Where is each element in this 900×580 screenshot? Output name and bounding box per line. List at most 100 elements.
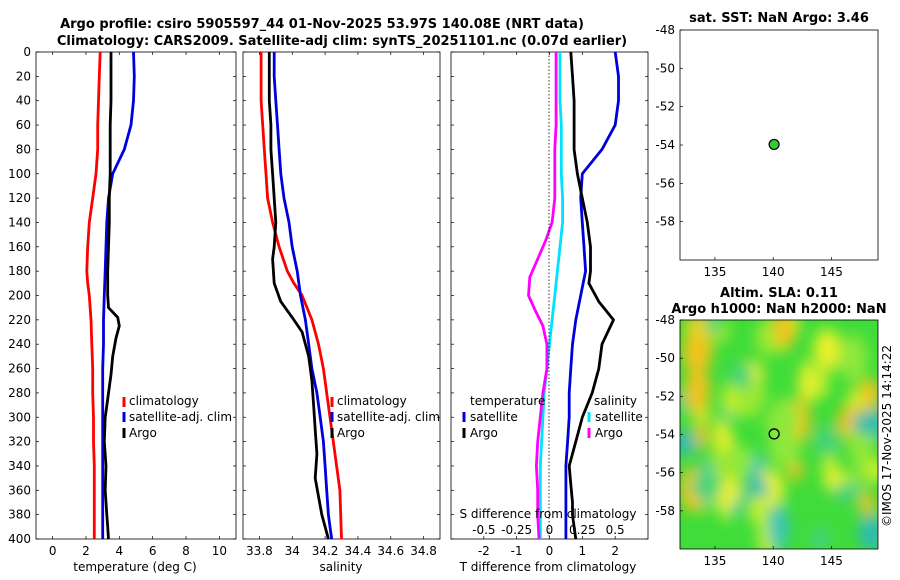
sla-anomaly-cell [811,525,830,549]
sla-anomaly-cell [858,513,878,549]
temperature-axes [35,51,237,540]
difference-axes [450,51,649,540]
temperature-xlabel: temperature (deg C) [73,560,196,574]
difference-legend-salinity: salinity satellite Argo [587,394,643,440]
sla-anomaly-cell [748,494,768,526]
depth-tick-label: 120 [8,191,31,205]
difference-xlabel: T difference from climatology [459,560,637,574]
sla-anomaly-cell [832,481,864,503]
series-t-satellite-diff [564,51,620,539]
map-x-tick-label: 145 [820,554,843,568]
sla-anomaly-field [680,320,878,549]
x-tick-label: 34.8 [410,544,437,558]
depth-tick-label: 180 [8,264,31,278]
sla-anomaly-cell [768,504,790,549]
x-tick-label: 2 [82,544,90,558]
depth-tick-label: 100 [8,167,31,181]
x-tick-label: 34.2 [312,544,339,558]
map-y-tick-label: -54 [655,428,675,442]
sla-anomaly-cell [813,328,841,373]
s-tick-label: -0.5 [472,523,495,537]
legend-temperature-title: temperature [470,394,545,408]
sla-anomaly-cell [838,334,868,383]
map-x-tick-label: 135 [703,554,726,568]
sla-anomaly-cell [780,428,801,472]
sla-anomaly-cell [690,471,723,500]
x-tick-label: 8 [182,544,190,558]
x-tick-label: 10 [212,544,227,558]
depth-tick-label: 140 [8,215,31,229]
depth-tick-label: 380 [8,508,31,522]
depth-tick-label: 280 [8,386,31,400]
depth-tick-label: 340 [8,459,31,473]
sla-anomaly-cell [849,433,865,467]
map-y-tick-label: -56 [655,176,675,190]
depth-tick-label: 160 [8,240,31,254]
map-x-tick-label: 140 [762,554,785,568]
sla-anomaly-cell [755,320,779,357]
sla-map-title-line2: Argo h1000: NaN h2000: NaN [671,302,886,317]
sla-anomaly-cell [735,380,764,419]
sla-anomaly-cell [815,425,840,457]
sla-anomaly-cell [789,461,804,482]
s-tick-label: -0.25 [501,523,532,537]
sla-heatmap [680,320,878,549]
figure-title-line2: Climatology: CARS2009. Satellite-adj cli… [57,34,627,49]
sla-anomaly-cell [729,362,753,389]
sla-anomaly-cell [779,320,795,349]
series-s-satellite-diff [538,52,564,539]
series-t-argo-diff [567,51,615,540]
map-y-tick-label: -48 [655,313,675,327]
depth-tick-label: 360 [8,483,31,497]
sla-anomaly-cell [852,411,874,435]
map-y-tick-label: -58 [655,504,675,518]
legend-t-argo-label: Argo [470,426,498,440]
x-tick-label: 0 [49,544,57,558]
map-x-tick-label: 140 [762,265,785,279]
sla-anomaly-cell [847,388,865,410]
map-y-tick-label: -58 [655,215,675,229]
depth-tick-label: 200 [8,289,31,303]
series-satellite-adj-clim [101,51,136,539]
x-tick-label: 2 [611,544,619,558]
legend-satellite-label: satellite-adj. clim [129,410,232,424]
x-tick-label: 4 [116,544,124,558]
x-tick-label: 6 [149,544,157,558]
map-y-tick-label: -52 [655,389,675,403]
map-x-tick-label: 135 [703,265,726,279]
legend-s-argo-label: Argo [595,426,623,440]
s-difference-label: S difference from climatology [460,507,637,521]
sla-anomaly-cell [729,445,754,477]
sla-anomaly-cell [680,430,699,456]
imos-credit: ©IMOS 17-Nov-2025 14:14:22 [880,345,894,527]
legend-argo-label: Argo [129,426,157,440]
map-y-tick-label: -48 [655,23,675,37]
legend-satellite-label: satellite-adj. clim [337,410,440,424]
legend-s-satellite-label: satellite [595,410,643,424]
salinity-legend: climatology satellite-adj. clim Argo [330,394,440,440]
map-y-tick-label: -56 [655,466,675,480]
legend-climatology-label: climatology [129,394,199,408]
legend-salinity-title: salinity [594,394,637,408]
x-tick-label: 0 [546,544,554,558]
depth-tick-label: 220 [8,313,31,327]
legend-argo-label: Argo [337,426,365,440]
sla-anomaly-cell [764,413,789,437]
series-argo [102,52,121,540]
s-tick-label: 0.5 [606,523,625,537]
legend-t-satellite-label: satellite [470,410,518,424]
map-x-tick-label: 145 [820,265,843,279]
salinity-xlabel: salinity [319,560,362,574]
depth-tick-label: 320 [8,435,31,449]
depth-tick-label: 300 [8,410,31,424]
depth-tick-label: 240 [8,337,31,351]
s-tick-label: 0.25 [569,523,596,537]
sla-anomaly-cell [682,331,713,373]
sla-anomaly-cell [860,490,875,517]
s-tick-label: 0 [546,523,554,537]
argo-location-marker [768,428,780,440]
x-tick-label: 1 [579,544,587,558]
series-s-argo-diff [527,52,558,540]
series-argo [267,52,330,540]
depth-tick-label: 0 [23,45,31,59]
